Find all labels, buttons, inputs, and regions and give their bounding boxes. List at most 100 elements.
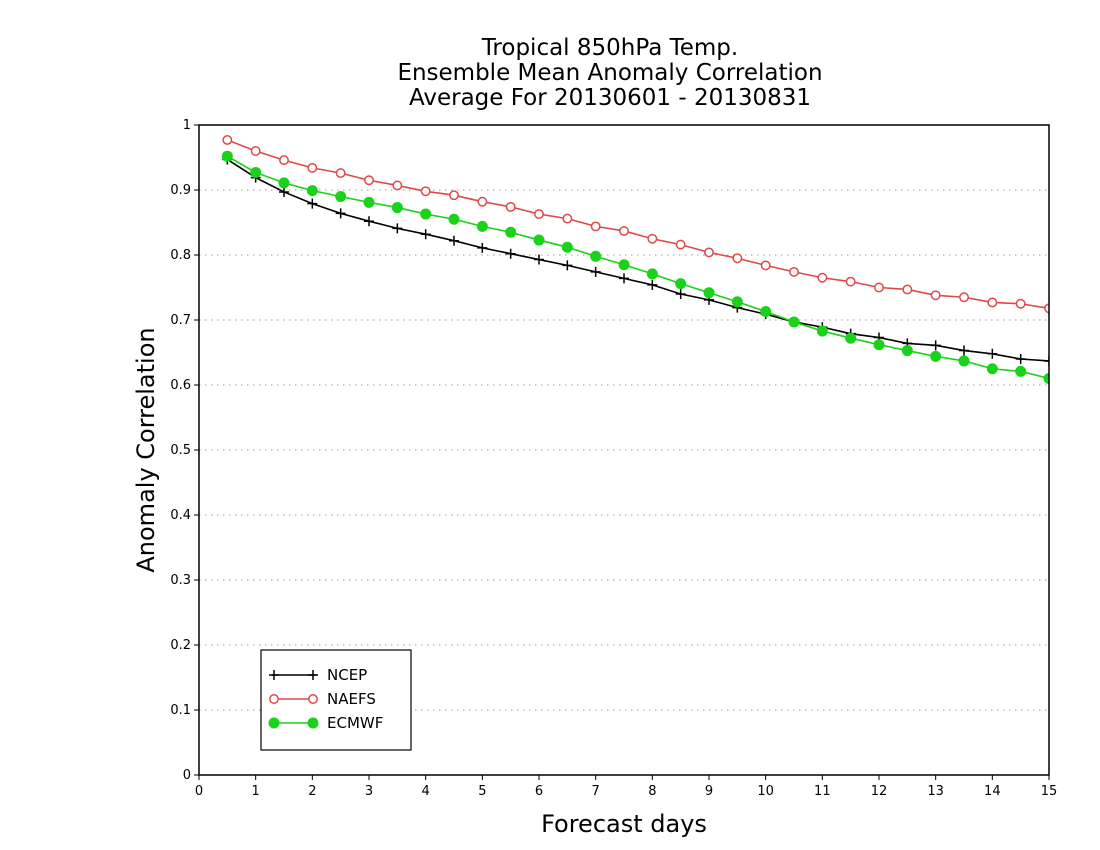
- data-point-ncep: [1015, 354, 1026, 364]
- data-point-naefs: [619, 226, 629, 236]
- data-point-naefs: [420, 186, 431, 197]
- x-tick-label: 8: [648, 784, 656, 799]
- chart-title-line-1: Tropical 850hPa Temp.: [481, 35, 739, 61]
- data-point-ecmwf: [533, 234, 545, 246]
- data-point-ncep: [930, 340, 941, 351]
- x-tick-label: 2: [308, 784, 316, 799]
- x-tick-label: 11: [814, 784, 831, 799]
- data-point-ecmwf: [505, 226, 517, 238]
- data-point-naefs: [647, 233, 658, 244]
- data-point-ecmwf: [845, 332, 857, 344]
- series-naefs: [222, 135, 1049, 314]
- x-tick-label: 15: [1041, 784, 1058, 799]
- legend-label-naefs: NAEFS: [327, 690, 376, 708]
- data-point-ecmwf: [618, 259, 630, 271]
- data-point-naefs: [902, 284, 913, 295]
- data-point-naefs: [250, 146, 261, 156]
- x-tick-label: 12: [871, 784, 888, 799]
- legend-marker-start-naefs: [269, 694, 279, 704]
- data-point-naefs: [704, 247, 714, 258]
- data-point-naefs: [1015, 298, 1026, 309]
- data-point-naefs: [959, 292, 969, 303]
- data-point-ncep: [307, 198, 318, 209]
- data-point-naefs: [307, 162, 318, 173]
- data-point-ecmwf: [760, 306, 772, 318]
- data-point-naefs: [534, 209, 544, 220]
- legend-marker-start-ecmwf: [268, 717, 280, 729]
- chart-title-line-3: Average For 20130601 - 20130831: [408, 85, 812, 111]
- legend-item-naefs: NAEFS: [269, 690, 376, 708]
- legend-item-ecmwf: ECMWF: [268, 714, 383, 732]
- data-point-naefs: [364, 175, 374, 186]
- data-point-naefs: [1044, 303, 1049, 314]
- data-point-ncep: [562, 260, 573, 271]
- chart-title-line-2: Ensemble Mean Anomaly Correlation: [397, 60, 823, 86]
- gridlines: [199, 189, 1049, 711]
- x-tick-label: 1: [252, 784, 260, 799]
- legend-box: [260, 649, 412, 751]
- data-point-ncep: [987, 348, 998, 359]
- data-point-ncep: [590, 266, 601, 277]
- x-tick-label: 0: [195, 784, 203, 799]
- x-tick-label: 10: [757, 784, 774, 799]
- data-point-naefs: [675, 239, 686, 250]
- series-ecmwf: [221, 150, 1049, 384]
- data-point-naefs: [335, 168, 346, 179]
- data-point-ncep: [420, 229, 431, 240]
- data-point-ecmwf: [476, 220, 488, 232]
- data-point-ecmwf: [1043, 373, 1049, 384]
- data-point-ecmwf: [221, 150, 233, 162]
- y-tick-label: 0.1: [170, 703, 191, 718]
- data-point-ncep: [534, 254, 544, 265]
- chart-title: Tropical 850hPa Temp. Ensemble Mean Anom…: [0, 36, 1100, 111]
- data-point-ncep: [1044, 355, 1049, 366]
- x-tick-label: 14: [984, 784, 1001, 799]
- data-point-naefs: [590, 221, 601, 232]
- data-point-ncep: [959, 345, 969, 356]
- data-point-naefs: [930, 290, 941, 301]
- data-point-ncep: [675, 289, 686, 299]
- axis-ticks: 00.10.20.30.40.50.60.70.80.910 1 2 3 4 5 6 7 8 9 1…: [170, 118, 1057, 799]
- data-point-ecmwf: [391, 202, 403, 214]
- data-point-ecmwf: [335, 191, 347, 202]
- data-point-ecmwf: [930, 350, 942, 362]
- data-point-ecmwf: [958, 355, 970, 367]
- legend-label-ecmwf: ECMWF: [327, 714, 383, 732]
- data-point-ncep: [619, 273, 629, 284]
- data-point-ecmwf: [675, 278, 687, 290]
- y-tick-label: 0.2: [170, 638, 191, 653]
- data-point-ecmwf: [703, 287, 715, 299]
- legend-marker-start-ncep: [269, 670, 279, 680]
- y-tick-label: 0.3: [170, 573, 191, 588]
- data-point-naefs: [449, 190, 459, 201]
- data-point-naefs: [222, 135, 233, 145]
- series-ncep: [222, 154, 1049, 366]
- x-tick-label: 7: [592, 784, 600, 799]
- data-point-ncep: [647, 279, 658, 290]
- data-point-ncep: [279, 186, 289, 197]
- x-tick-label: 13: [927, 784, 944, 799]
- legend-item-ncep: NCEP: [269, 666, 367, 684]
- y-tick-label: 0.4: [170, 508, 191, 523]
- data-point-ncep: [477, 242, 488, 253]
- y-tick-label: 0.8: [170, 248, 191, 263]
- series-line-naefs: [227, 139, 1049, 310]
- data-point-ncep: [505, 248, 516, 259]
- data-point-ecmwf: [250, 166, 262, 178]
- x-tick-label: 5: [478, 784, 486, 799]
- data-point-naefs: [562, 213, 573, 224]
- data-point-naefs: [760, 260, 771, 271]
- y-tick-label: 0.6: [170, 378, 191, 393]
- legend: NCEP NAEFS ECMWF: [260, 649, 412, 751]
- y-tick-label: 0: [183, 768, 191, 783]
- data-point-ncep: [364, 216, 374, 227]
- data-point-ecmwf: [873, 339, 885, 351]
- data-point-naefs: [279, 155, 289, 166]
- data-point-ncep: [335, 208, 346, 219]
- data-point-ecmwf: [306, 185, 318, 197]
- data-point-naefs: [845, 276, 856, 287]
- y-tick-label: 0.7: [170, 313, 191, 328]
- data-point-naefs: [392, 180, 403, 191]
- data-point-naefs: [505, 201, 516, 212]
